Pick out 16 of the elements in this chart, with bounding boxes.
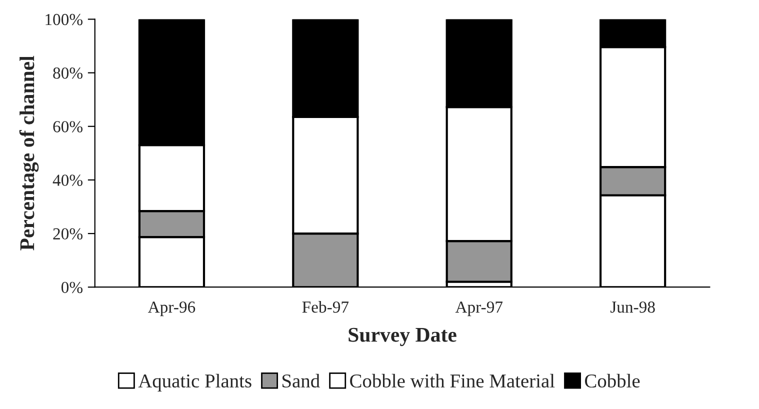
legend-label: Cobble bbox=[584, 374, 640, 388]
y-tick-label: 20% bbox=[53, 228, 82, 240]
x-tick-label: Jun-98 bbox=[610, 301, 655, 313]
x-tick-label: Apr-96 bbox=[148, 302, 196, 316]
y-tick-label: 80% bbox=[53, 68, 82, 79]
legend-label: Aquatic Plants bbox=[138, 374, 252, 392]
y-tick-label: 0% bbox=[61, 282, 82, 294]
legend-label: Sand bbox=[282, 374, 320, 388]
legend-label: Cobble with Fine Material bbox=[350, 374, 555, 388]
y-tick-label: 40% bbox=[52, 174, 82, 186]
x-axis-title: Survey Date bbox=[348, 328, 456, 346]
y-tick-label: 100% bbox=[46, 14, 82, 26]
y-axis-title: Percentage of channel bbox=[19, 56, 39, 250]
x-tick-label: Apr-97 bbox=[455, 302, 503, 316]
x-tick-label: Feb-97 bbox=[302, 301, 349, 313]
y-tick-label: 60% bbox=[53, 121, 82, 132]
